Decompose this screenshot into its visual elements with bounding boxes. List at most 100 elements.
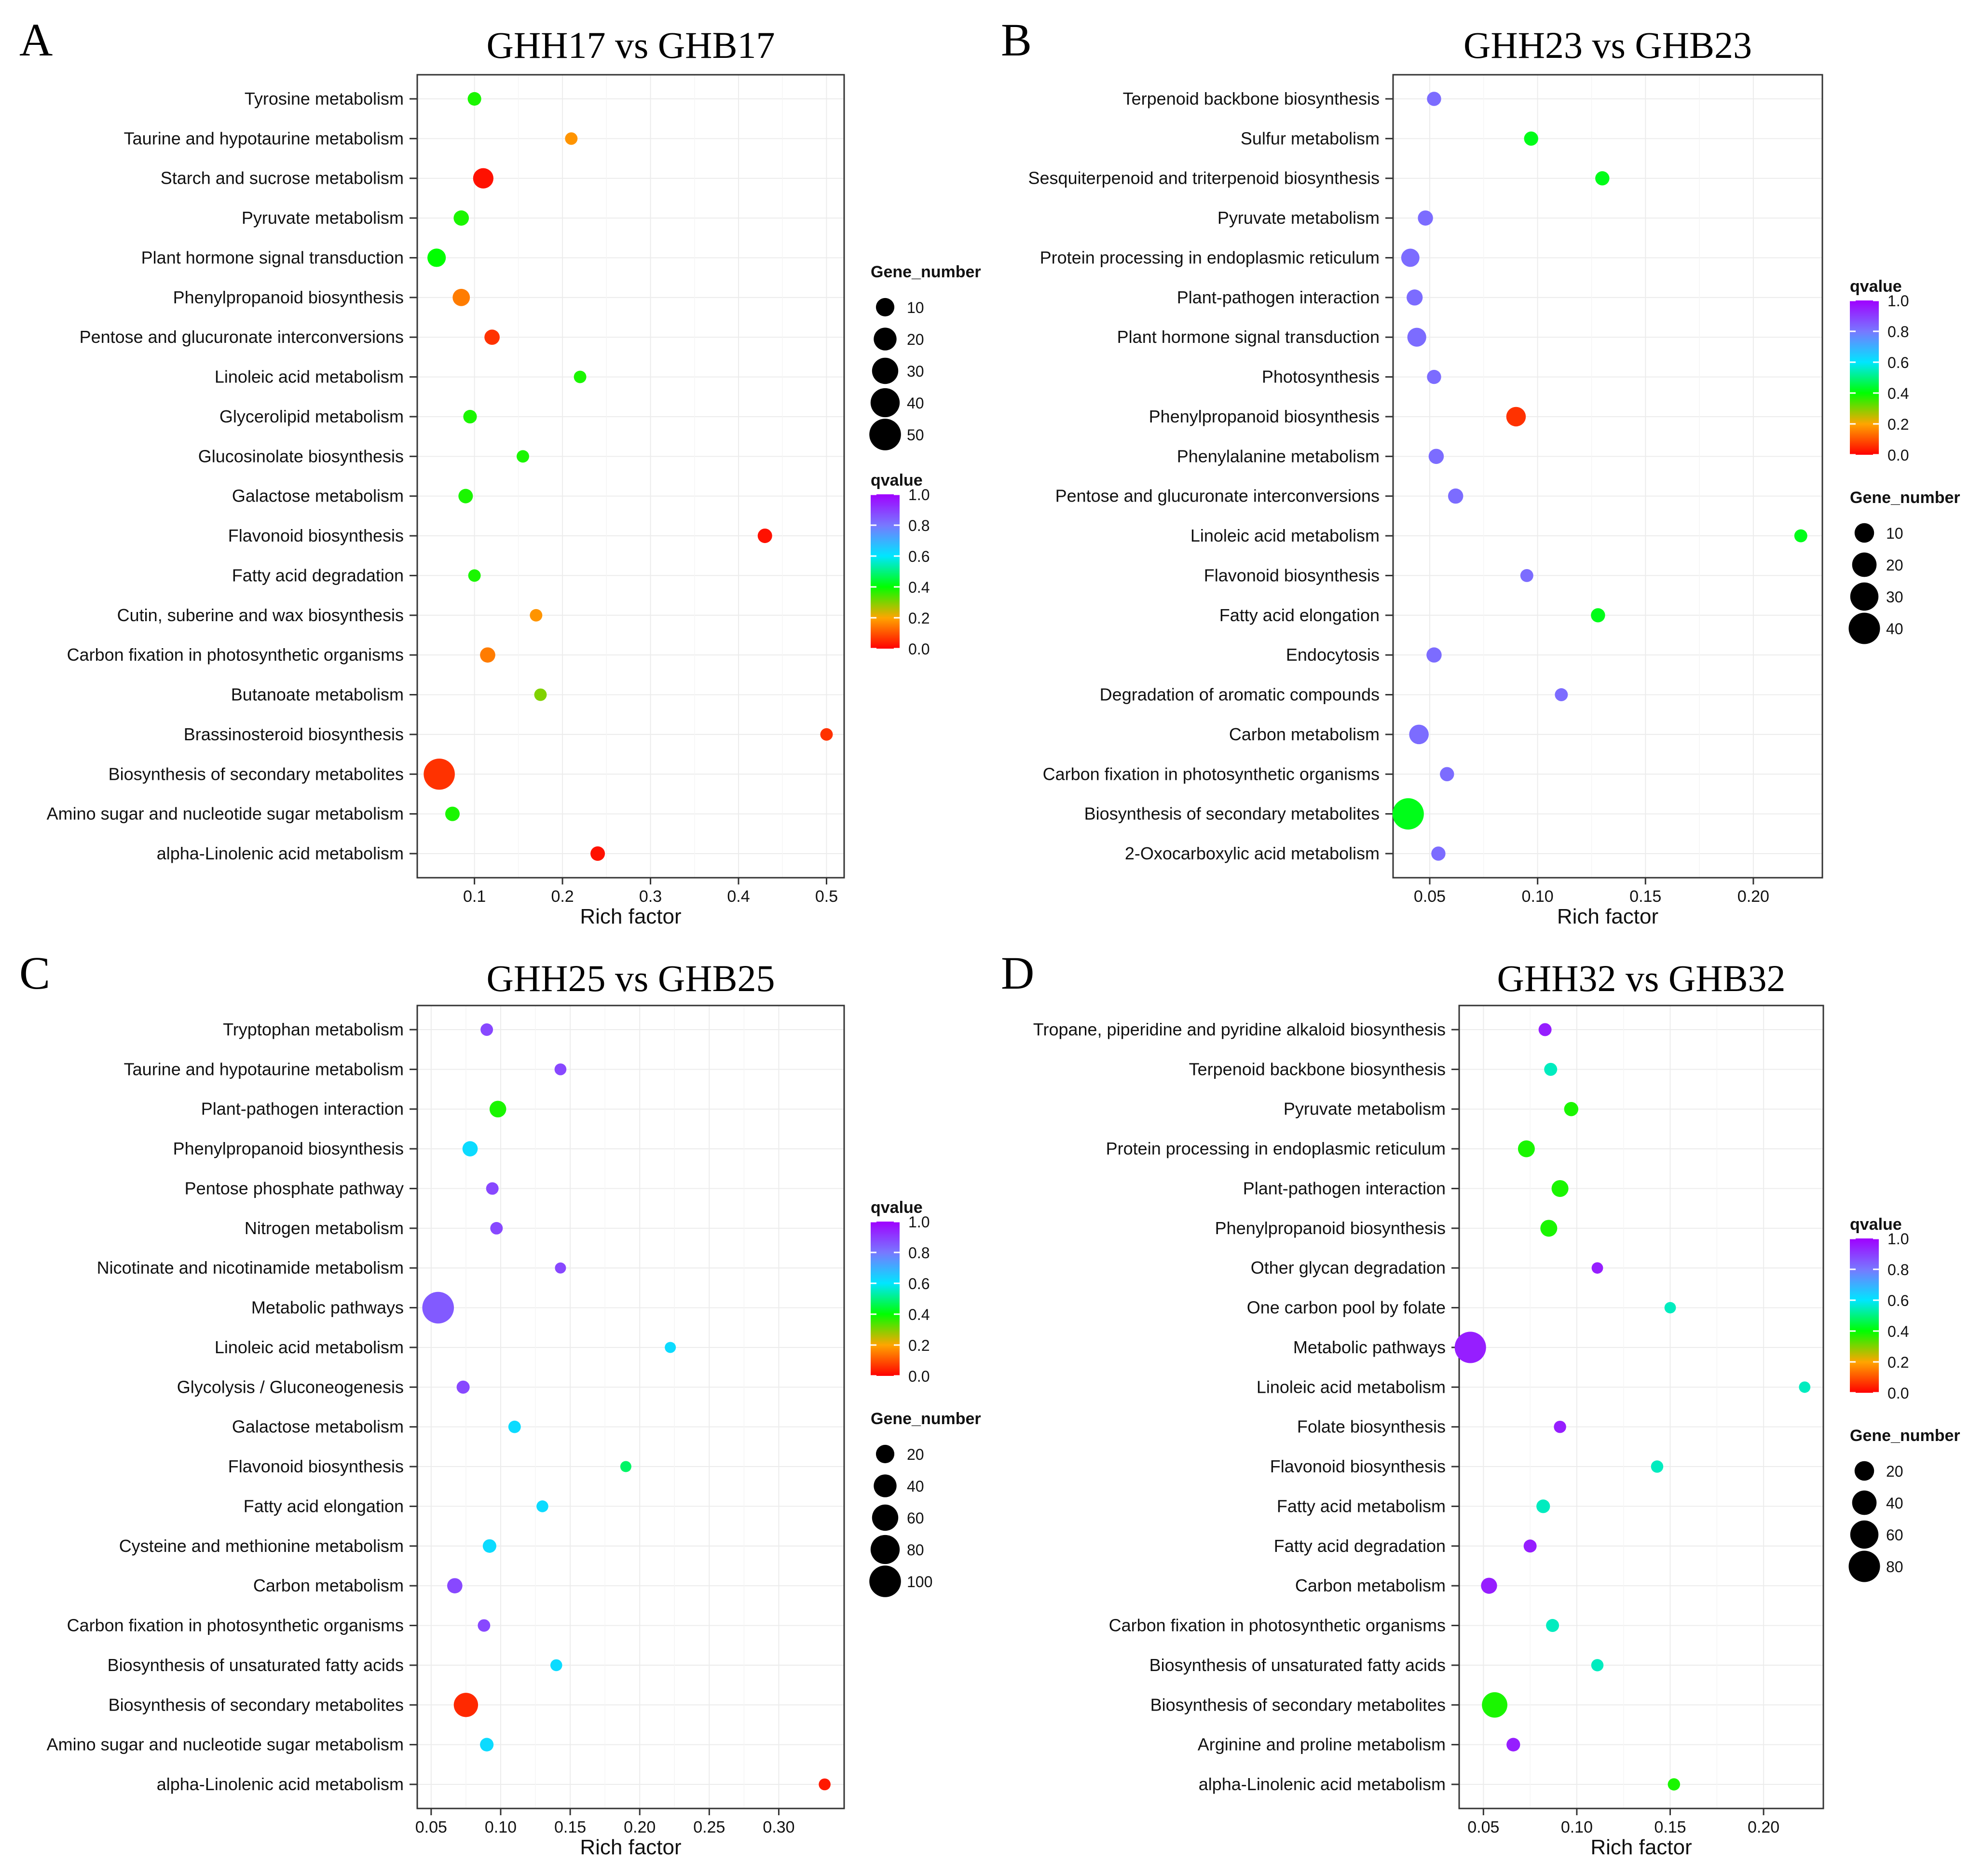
size-legend-label: 30 xyxy=(907,363,924,380)
data-point xyxy=(1551,1180,1569,1197)
gridlines xyxy=(1459,1006,1823,1808)
size-legend-label: 40 xyxy=(907,394,924,412)
x-tick-label: 0.4 xyxy=(727,887,750,906)
qvalue-tick-label: 0.8 xyxy=(1887,323,1909,340)
category-label: Linoleic acid metabolism xyxy=(215,367,404,387)
x-tick-label: 0.5 xyxy=(815,887,838,906)
data-point xyxy=(482,1539,496,1553)
data-point xyxy=(1427,92,1441,106)
size-legend-key xyxy=(1850,582,1879,611)
data-point xyxy=(1520,569,1533,582)
data-point xyxy=(486,1182,499,1195)
data-point xyxy=(1392,798,1424,830)
data-point xyxy=(489,1101,506,1118)
qvalue-tick-label: 1.0 xyxy=(1887,292,1909,310)
size-legend-key xyxy=(872,1504,899,1531)
category-label: Protein processing in endoplasmic reticu… xyxy=(1106,1139,1446,1158)
data-point xyxy=(484,329,500,345)
qvalue-tick-label: 0.0 xyxy=(1887,447,1909,464)
x-tick-label: 0.05 xyxy=(1467,1818,1499,1836)
data-point xyxy=(490,1222,503,1235)
category-label: Pyruvate metabolism xyxy=(1284,1099,1446,1119)
category-label: Linoleic acid metabolism xyxy=(1190,526,1380,545)
panel-letter: B xyxy=(1001,14,1032,66)
x-axis-title: Rich factor xyxy=(1590,1835,1692,1859)
category-label: Nicotinate and nicotinamide metabolism xyxy=(97,1258,404,1278)
category-label: Degradation of aromatic compounds xyxy=(1100,685,1380,705)
panel-letter: A xyxy=(19,14,53,66)
plot-frame xyxy=(1458,1005,1824,1809)
data-point xyxy=(453,1693,479,1717)
data-point xyxy=(1538,1023,1552,1036)
qvalue-colorbar xyxy=(1850,1238,1879,1393)
data-point xyxy=(445,806,460,821)
panel-title: GHH25 vs GHB25 xyxy=(486,957,775,999)
x-axis-title: Rich factor xyxy=(580,905,681,928)
qvalue-tick-label: 0.8 xyxy=(1887,1261,1909,1278)
data-point xyxy=(422,1291,454,1324)
category-label: Endocytosis xyxy=(1286,645,1380,665)
size-legend-key xyxy=(875,1444,895,1464)
category-label: Galactose metabolism xyxy=(232,1417,404,1437)
x-tick-label: 0.1 xyxy=(463,887,486,906)
panel-c: C GHH25 vs GHB25 Tryptophan metabolism Taur… xyxy=(19,947,981,1859)
x-tick-label: 0.2 xyxy=(551,887,574,906)
category-label: Biosynthesis of secondary metabolites xyxy=(109,1695,404,1714)
category-label: Photosynthesis xyxy=(1262,367,1380,387)
panel-title: GHH23 vs GHB23 xyxy=(1463,24,1752,66)
data-point xyxy=(550,1659,562,1672)
size-legend-key xyxy=(1854,1461,1874,1481)
x-tick-label: 0.15 xyxy=(554,1818,586,1836)
category-label: Galactose metabolism xyxy=(232,486,404,506)
size-legend-key xyxy=(875,298,895,317)
qvalue-tick-label: 0.6 xyxy=(1887,1292,1909,1309)
data-point xyxy=(1506,407,1526,427)
category-label: Metabolic pathways xyxy=(1293,1337,1446,1357)
category-label: Fatty acid elongation xyxy=(1219,605,1380,625)
data-point xyxy=(1448,488,1463,504)
category-label: Taurine and hypotaurine metabolism xyxy=(124,1059,404,1079)
data-point xyxy=(1481,1577,1497,1594)
data-point xyxy=(757,529,772,544)
category-label: Cysteine and methionine metabolism xyxy=(119,1536,404,1556)
panel-title: GHH32 vs GHB32 xyxy=(1497,957,1785,999)
category-label: Phenylpropanoid biosynthesis xyxy=(173,287,404,307)
data-point xyxy=(1564,1102,1579,1116)
category-label: Metabolic pathways xyxy=(251,1298,404,1318)
data-point xyxy=(463,409,477,424)
category-label: Carbon metabolism xyxy=(253,1576,404,1595)
gridlines xyxy=(417,1006,844,1808)
category-label: Glycolysis / Gluconeogenesis xyxy=(177,1377,404,1397)
size-legend-label: 40 xyxy=(907,1478,924,1495)
data-point xyxy=(555,1262,566,1274)
category-label: Flavonoid biosynthesis xyxy=(1204,565,1380,585)
qvalue-tick-label: 0.0 xyxy=(908,640,930,658)
plot-frame xyxy=(416,1005,845,1809)
category-label: Glycerolipid metabolism xyxy=(219,407,404,426)
data-points xyxy=(424,92,833,861)
data-point xyxy=(1506,1738,1520,1752)
data-points xyxy=(422,1023,831,1791)
category-label: Other glycan degradation xyxy=(1251,1258,1446,1278)
data-points xyxy=(1392,92,1807,861)
x-tick-label: 0.25 xyxy=(693,1818,725,1836)
size-legend-title: Gene_number xyxy=(871,1410,981,1428)
category-label: Brassinosteroid biosynthesis xyxy=(184,724,404,744)
data-point xyxy=(508,1420,521,1433)
data-point xyxy=(467,92,481,106)
category-label: Phenylpropanoid biosynthesis xyxy=(1215,1218,1446,1238)
x-tick-label: 0.15 xyxy=(1654,1818,1686,1836)
category-label: Biosynthesis of unsaturated fatty acids xyxy=(1149,1655,1446,1675)
category-label: Amino sugar and nucleotide sugar metabol… xyxy=(47,1735,404,1754)
category-label: Pentose phosphate pathway xyxy=(185,1178,404,1198)
category-label: Carbon metabolism xyxy=(1229,724,1380,744)
qvalue-tick-label: 1.0 xyxy=(1887,1230,1909,1248)
category-label: Tropane, piperidine and pyridine alkaloi… xyxy=(1033,1020,1446,1039)
qvalue-tick-label: 0.4 xyxy=(1887,385,1909,402)
panel-b: B GHH23 vs GHB23 Terpenoid backbone biosyn… xyxy=(1001,14,1960,928)
category-labels: Tropane, piperidine and pyridine alkaloi… xyxy=(1033,1020,1459,1794)
data-point xyxy=(1431,846,1446,861)
category-label: Arginine and proline metabolism xyxy=(1198,1735,1446,1754)
